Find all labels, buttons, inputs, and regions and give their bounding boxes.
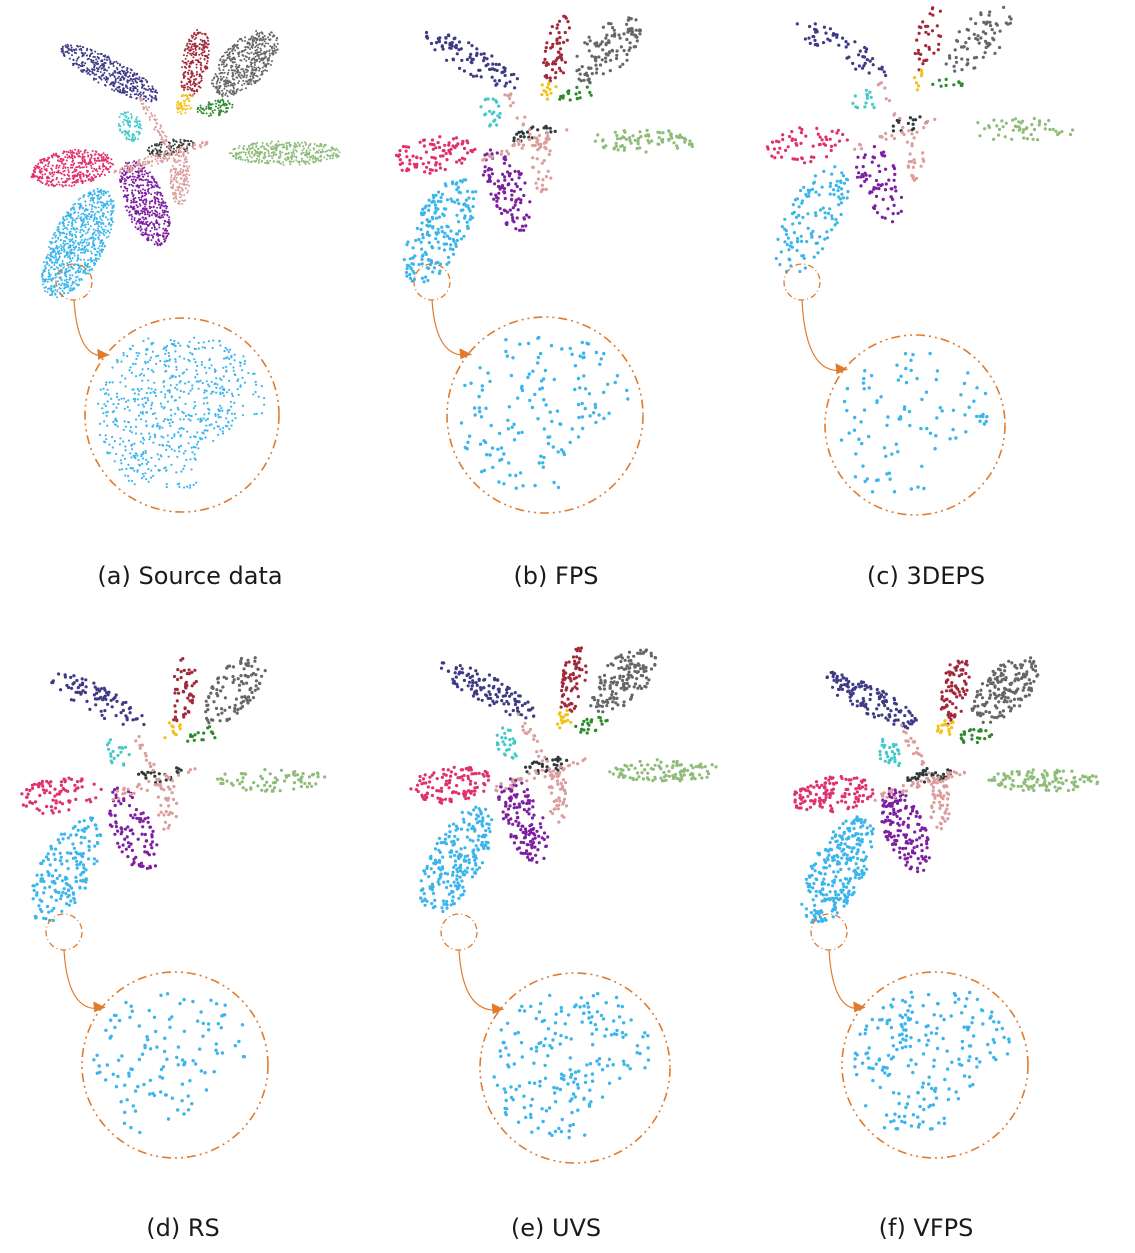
panel-a	[30, 29, 341, 513]
zoom-source-circle-b	[413, 263, 451, 301]
zoom-arrowhead-b	[459, 348, 472, 360]
zoom-points-e	[492, 992, 651, 1140]
zoom-source-circle-c	[783, 263, 821, 301]
zoom-points-a	[97, 336, 266, 489]
zoom-arrowhead-c	[835, 363, 848, 375]
point-cloud-f	[793, 656, 1100, 924]
zoom-circle-d	[81, 971, 269, 1159]
zoom-circle-f	[841, 971, 1029, 1159]
zoom-source-circle-e	[440, 913, 478, 951]
zoom-circle-b	[446, 316, 644, 514]
zoom-arrowhead-e	[491, 1003, 504, 1015]
zoom-source-circle-d	[45, 913, 83, 951]
zoom-source-circle-f	[810, 913, 848, 951]
point-cloud-b	[394, 14, 694, 284]
panel-b	[394, 14, 694, 514]
zoom-arrowhead-a	[97, 348, 110, 360]
caption-e: (e) UVS	[510, 1214, 602, 1242]
zoom-arrowhead-f	[853, 1001, 866, 1013]
zoom-arrow-b	[431, 299, 472, 356]
panel-f	[793, 656, 1100, 1159]
zoom-arrowhead-d	[93, 1001, 106, 1013]
zoom-points-b	[459, 335, 630, 490]
zoom-points-c	[839, 351, 989, 494]
zoom-circle-c	[824, 334, 1006, 516]
point-cloud-c	[765, 5, 1075, 274]
panel-c	[765, 5, 1075, 516]
panel-d	[20, 656, 327, 1159]
zoom-arrow-a	[73, 299, 110, 357]
caption-d: (d) RS	[146, 1214, 220, 1242]
point-cloud-e	[409, 646, 718, 914]
zoom-arrow-e	[458, 949, 504, 1011]
zoom-circle-e	[479, 972, 671, 1164]
caption-b: (b) FPS	[513, 562, 599, 590]
zoom-points-f	[853, 990, 1011, 1131]
point-cloud-d	[20, 656, 327, 923]
panel-e	[409, 646, 718, 1164]
zoom-circle-a	[84, 317, 280, 513]
zoom-points-d	[92, 992, 246, 1135]
zoom-arrow-d	[63, 949, 106, 1010]
caption-c: (c) 3DEPS	[866, 562, 986, 590]
point-cloud-a	[30, 29, 341, 299]
caption-f: (f) VFPS	[878, 1214, 974, 1242]
zoom-arrow-c	[801, 299, 848, 372]
caption-a: (a) Source data	[97, 562, 283, 590]
zoom-arrow-f	[828, 949, 866, 1010]
